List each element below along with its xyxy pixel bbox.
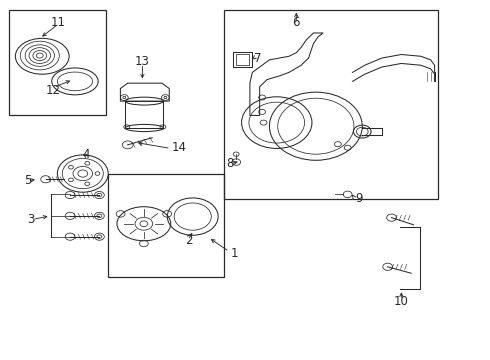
- Text: 12: 12: [46, 84, 61, 97]
- Text: 1: 1: [230, 247, 238, 260]
- Text: 9: 9: [355, 192, 363, 205]
- Text: 11: 11: [51, 16, 66, 29]
- Text: 4: 4: [82, 148, 90, 161]
- Text: 8: 8: [227, 157, 234, 170]
- Bar: [125, 101, 163, 128]
- Bar: [108, 174, 224, 277]
- Text: 2: 2: [185, 234, 193, 247]
- Text: 13: 13: [135, 55, 150, 68]
- Text: 10: 10: [394, 295, 409, 308]
- Text: 6: 6: [293, 16, 300, 29]
- Bar: [233, 52, 252, 67]
- Bar: [9, 10, 106, 116]
- Bar: [224, 10, 438, 199]
- Text: 5: 5: [24, 174, 31, 187]
- Bar: [236, 54, 249, 65]
- Text: 14: 14: [172, 141, 187, 154]
- Text: 3: 3: [27, 213, 35, 226]
- Text: 7: 7: [254, 52, 261, 65]
